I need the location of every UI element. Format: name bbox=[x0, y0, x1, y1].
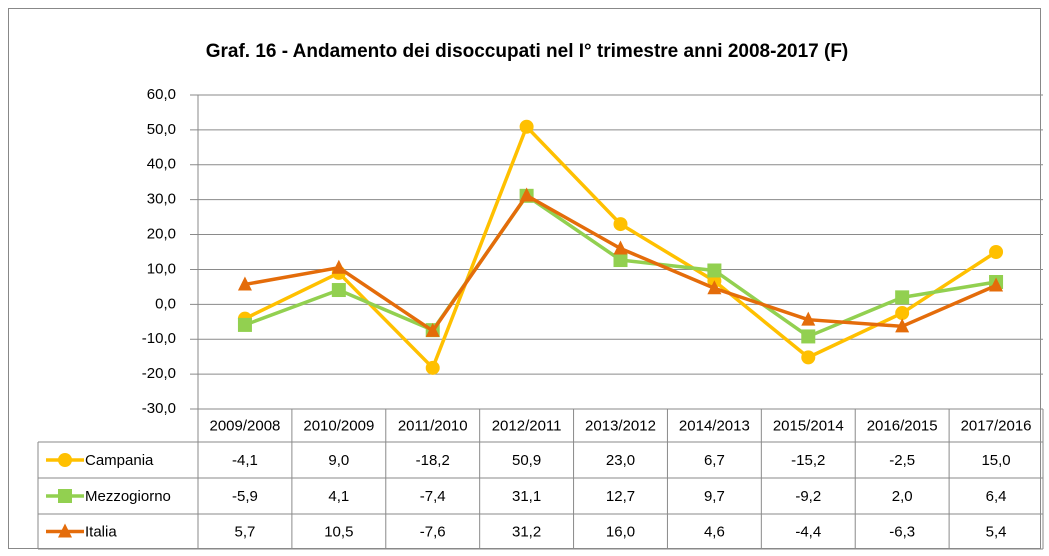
data-point bbox=[801, 311, 816, 326]
table-value: 9,0 bbox=[328, 452, 349, 469]
table-value: 31,1 bbox=[512, 488, 541, 505]
table-value: 6,4 bbox=[986, 488, 1007, 505]
data-point bbox=[895, 290, 910, 305]
data-point bbox=[989, 245, 1004, 259]
table-value: -7,6 bbox=[420, 523, 446, 540]
data-point bbox=[613, 240, 628, 255]
x-tick-label: 2012/2011 bbox=[492, 417, 562, 434]
y-tick-label: -10,0 bbox=[142, 330, 176, 347]
data-point bbox=[989, 277, 1004, 292]
chart-border bbox=[8, 8, 1041, 549]
table-value: 4,1 bbox=[328, 488, 349, 505]
table-value: 6,7 bbox=[704, 452, 725, 469]
x-tick-label: 2009/2008 bbox=[209, 417, 280, 434]
legend-label: Italia bbox=[85, 523, 117, 540]
legend-marker bbox=[58, 489, 72, 503]
table-value: -4,4 bbox=[795, 523, 821, 540]
data-point bbox=[237, 317, 252, 332]
data-point bbox=[895, 318, 910, 333]
legend-label: Mezzogiorno bbox=[85, 488, 171, 505]
y-tick-label: 40,0 bbox=[147, 156, 176, 173]
table-value: -2,5 bbox=[889, 452, 915, 469]
table-value: 16,0 bbox=[606, 523, 635, 540]
data-point bbox=[707, 263, 722, 278]
y-tick-label: 50,0 bbox=[147, 121, 176, 138]
y-tick-label: 0,0 bbox=[155, 295, 176, 312]
table-value: -7,4 bbox=[420, 488, 446, 505]
table-value: -5,9 bbox=[232, 488, 258, 505]
legend-label: Campania bbox=[85, 452, 154, 469]
data-point bbox=[425, 360, 440, 375]
x-tick-label: 2013/2012 bbox=[585, 417, 656, 434]
table-value: 10,5 bbox=[324, 523, 353, 540]
y-tick-label: -30,0 bbox=[142, 400, 176, 417]
data-point bbox=[613, 253, 628, 268]
y-tick-label: 30,0 bbox=[147, 191, 176, 208]
table-value: 5,4 bbox=[986, 523, 1007, 540]
legend-marker bbox=[58, 453, 72, 467]
table-value: 31,2 bbox=[512, 523, 541, 540]
x-tick-label: 2016/2015 bbox=[867, 417, 938, 434]
data-point bbox=[895, 306, 910, 321]
table-value: -9,2 bbox=[795, 488, 821, 505]
table-value: 4,6 bbox=[704, 523, 725, 540]
data-point bbox=[237, 276, 252, 291]
table-value: 2,0 bbox=[892, 488, 913, 505]
table-value: 23,0 bbox=[606, 452, 635, 469]
data-point bbox=[801, 329, 816, 344]
table-value: -15,2 bbox=[791, 452, 825, 469]
chart-title: Graf. 16 - Andamento dei disoccupati nel… bbox=[206, 41, 849, 62]
table-value: 9,7 bbox=[704, 488, 725, 505]
x-tick-label: 2011/2010 bbox=[398, 417, 468, 434]
data-point bbox=[519, 187, 534, 202]
table-value: 50,9 bbox=[512, 452, 541, 469]
x-tick-label: 2010/2009 bbox=[303, 417, 374, 434]
table-value: -4,1 bbox=[232, 452, 258, 469]
data-point bbox=[707, 280, 722, 295]
x-tick-label: 2017/2016 bbox=[961, 417, 1032, 434]
table-value: 5,7 bbox=[235, 523, 256, 540]
data-point bbox=[613, 217, 628, 232]
table-value: -18,2 bbox=[416, 452, 450, 469]
data-point bbox=[331, 259, 346, 274]
data-point bbox=[801, 350, 816, 365]
y-tick-label: -20,0 bbox=[142, 365, 176, 382]
y-tick-label: 20,0 bbox=[147, 226, 176, 243]
x-tick-label: 2015/2014 bbox=[773, 417, 844, 434]
table-value: 12,7 bbox=[606, 488, 635, 505]
x-tick-label: 2014/2013 bbox=[679, 417, 750, 434]
table-value: -6,3 bbox=[889, 523, 915, 540]
y-tick-label: 60,0 bbox=[147, 86, 176, 103]
data-point bbox=[331, 283, 346, 298]
y-tick-label: 10,0 bbox=[147, 260, 176, 277]
data-point bbox=[519, 119, 534, 134]
data-point bbox=[425, 322, 440, 337]
table-value: 15,0 bbox=[981, 452, 1010, 469]
legend-marker bbox=[58, 523, 72, 538]
